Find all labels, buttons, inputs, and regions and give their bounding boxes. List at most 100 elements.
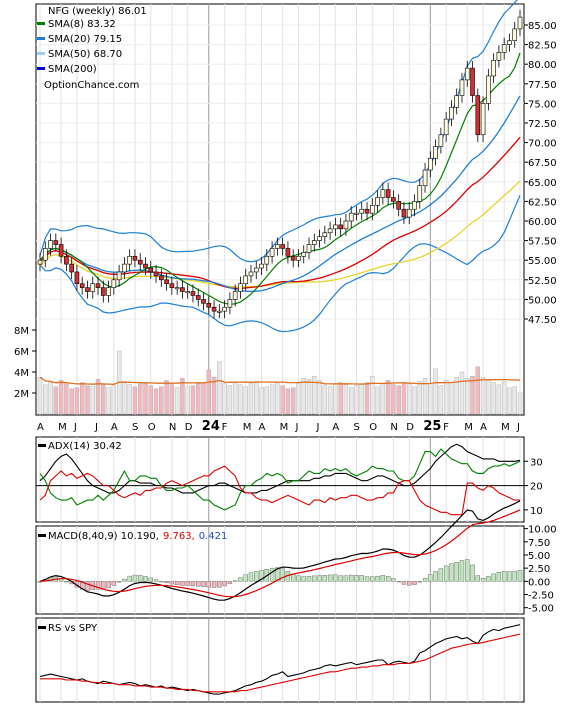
volume-bar	[106, 387, 111, 415]
volume-bar	[417, 381, 422, 415]
macd-histogram-bar	[306, 576, 312, 582]
candle-down	[470, 67, 475, 96]
price-tick-label: 57.50	[528, 237, 557, 248]
macd-histogram-bar	[185, 581, 190, 586]
price-tick-label: 52.50	[528, 276, 557, 287]
macd-histogram-bar	[164, 581, 169, 583]
price-tick-label: 65.00	[528, 178, 557, 189]
volume-bar	[322, 385, 328, 415]
candle-up	[501, 44, 507, 53]
rs-title: RS vs SPY	[48, 623, 98, 634]
candle-up	[232, 291, 238, 300]
lower-bollinger-band	[39, 194, 521, 333]
macd-histogram-bar	[412, 581, 417, 585]
candle-up	[486, 75, 491, 104]
macd-histogram-bar	[354, 575, 359, 582]
volume-bar	[275, 382, 280, 415]
candle-down	[201, 299, 206, 304]
macd-histogram-bar	[254, 571, 259, 582]
price-tick-label: 47.50	[528, 315, 557, 326]
rs-panel-frame	[35, 617, 525, 703]
macd-histogram-bar	[227, 581, 233, 584]
candle-up	[264, 255, 270, 265]
macd-histogram-bar	[391, 578, 396, 582]
volume-bar	[79, 382, 85, 415]
candle-up	[359, 208, 365, 214]
price-tick-label: 85.00	[528, 21, 557, 32]
macd-histogram-bar	[443, 565, 449, 582]
candle-up	[343, 220, 349, 230]
volume-bar	[475, 366, 481, 415]
macd-histogram-bar	[380, 575, 386, 582]
volume-tick-label: 4M	[14, 368, 29, 379]
candle-down	[396, 201, 401, 210]
macd-signal-line	[39, 509, 521, 598]
price-tick-label: 77.50	[528, 80, 557, 91]
macd-value: MACD(8,40,9) 10.190,	[48, 531, 159, 542]
volume-bar	[164, 380, 169, 415]
macd-histogram-bar	[507, 571, 512, 582]
macd-histogram-bar	[238, 577, 243, 582]
candle-down	[164, 279, 169, 285]
x-tick-label: O	[369, 422, 377, 433]
candle-up	[496, 52, 502, 61]
x-tick-label: D	[185, 422, 193, 433]
x-tick-label: 25	[423, 419, 441, 434]
candle-up	[428, 157, 433, 171]
candle-up	[122, 263, 127, 273]
candle-up	[306, 244, 312, 253]
volume-bar	[85, 385, 90, 415]
candle-up	[517, 16, 523, 30]
volume-bar	[338, 382, 343, 415]
candle-up	[333, 224, 338, 230]
x-tick-label: J	[316, 422, 320, 433]
adx-lines: 30 20 10	[36, 443, 543, 517]
candle-up	[480, 103, 486, 136]
volume-bar	[201, 382, 206, 415]
macd-histogram-bar	[95, 581, 101, 590]
volume-bar	[454, 377, 459, 415]
volume-bar	[58, 380, 64, 415]
macd-histogram-bar	[174, 581, 180, 585]
volume-bar	[290, 387, 296, 415]
macd-histogram-bar	[85, 581, 90, 591]
candle-up	[491, 59, 496, 77]
macd-histogram-bar	[169, 581, 175, 585]
macd-histogram-bar	[269, 567, 275, 582]
volume-bar	[317, 380, 322, 415]
candle-up	[116, 271, 122, 281]
candle-up	[449, 107, 454, 120]
volume-bar	[69, 388, 74, 415]
x-tick-label: M	[243, 422, 252, 433]
x-tick-label: D	[406, 422, 414, 433]
candle-up	[301, 252, 307, 257]
candle-down	[148, 267, 154, 273]
volume-bar	[491, 382, 496, 415]
macd-legend: MACD(8,40,9) 10.190, 9.763, 0.421	[38, 531, 227, 542]
macd-histogram-bar	[470, 564, 475, 582]
volume-bar	[37, 377, 43, 415]
candle-up	[438, 134, 444, 147]
macd-histogram-bar	[401, 581, 407, 585]
volume-bar	[312, 376, 317, 415]
volume-bar	[190, 385, 196, 415]
volume-bar	[148, 385, 153, 415]
volume-bar	[174, 387, 180, 415]
x-tick-label: M	[58, 422, 67, 433]
volume-bar	[206, 369, 211, 415]
macd-histogram-bar	[132, 574, 138, 582]
volume-bar	[248, 383, 254, 415]
candle-down	[85, 287, 90, 292]
candle-up	[348, 212, 354, 222]
adx-title: ADX(14) 30.42	[48, 441, 122, 452]
legend-swatch-rs	[38, 626, 46, 629]
macd-histogram-bar	[122, 578, 127, 582]
candle-down	[153, 271, 159, 277]
volume-bar	[48, 382, 53, 415]
x-tick-label: J	[73, 422, 77, 433]
volume-bar	[153, 388, 159, 415]
candle-up	[90, 283, 96, 292]
volume-bar	[401, 382, 407, 415]
macd-histogram-bar	[422, 577, 428, 582]
